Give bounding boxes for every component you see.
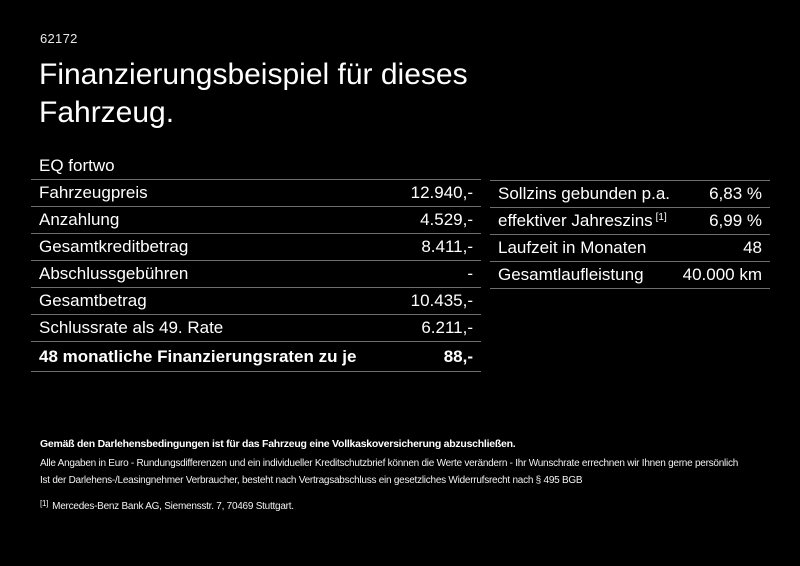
row-label: Gesamtlaufleistung [498, 265, 644, 284]
row-value: 6,83 % [709, 184, 762, 203]
row-label: Gesamtkreditbetrag [39, 237, 189, 256]
row-label: Sollzins gebunden p.a. [498, 184, 671, 203]
model-name: EQ fortwo [39, 156, 115, 175]
row-value: 12.940,- [410, 183, 473, 202]
row-value: 88,- [443, 346, 473, 366]
row-label: Anzahlung [39, 210, 120, 229]
footnote-text: Mercedes-Benz Bank AG, Siemensstr. 7, 70… [52, 501, 294, 512]
row-label: Fahrzeugpreis [39, 183, 148, 202]
finance-table: EQ fortwo Fahrzeugpreis 12.940,- Anzahlu… [31, 153, 481, 372]
table-row: Abschlussgebühren - [31, 261, 481, 288]
row-value: 10.435,- [410, 291, 473, 310]
row-label: Laufzeit in Monaten [498, 238, 647, 257]
row-value: 8.411,- [421, 237, 473, 256]
row-label: Schlussrate als 49. Rate [39, 318, 224, 337]
row-label: Gesamtbetrag [39, 291, 147, 310]
table-row: Sollzins gebunden p.a. 6,83 % [490, 181, 770, 208]
table-row: Gesamtbetrag 10.435,- [31, 288, 481, 315]
table-row: Laufzeit in Monaten 48 [490, 235, 770, 262]
row-label: effektiver Jahreszins [1] [498, 211, 667, 230]
table-row: effektiver Jahreszins [1] 6,99 % [490, 208, 770, 235]
reference-number: 62172 [40, 31, 78, 46]
table-row: Gesamtkreditbetrag 8.411,- [31, 234, 481, 261]
monthly-rate-row: 48 monatliche Finanzierungsraten zu je 8… [31, 342, 481, 372]
legal-line-disclaimer: Alle Angaben in Euro - Rundungsdifferenz… [40, 458, 739, 469]
row-value: - [467, 264, 473, 283]
row-label: Abschlussgebühren [39, 264, 189, 283]
table-row: Anzahlung 4.529,- [31, 207, 481, 234]
table-row: Fahrzeugpreis 12.940,- [31, 180, 481, 207]
legal-footer: Gemäß den Darlehensbedingungen ist für d… [40, 438, 800, 512]
row-value: 4.529,- [420, 210, 473, 229]
table-row: Schlussrate als 49. Rate 6.211,- [31, 315, 481, 342]
footnote-bank: [1] Mercedes-Benz Bank AG, Siemensstr. 7,… [40, 499, 800, 512]
table-row: Gesamtlaufleistung 40.000 km [490, 262, 770, 289]
row-label: 48 monatliche Finanzierungsraten zu je [39, 346, 357, 366]
conditions-table: Sollzins gebunden p.a. 6,83 % effektiver… [490, 180, 770, 289]
page-title: Finanzierungsbeispiel für dieses Fahrzeu… [39, 58, 468, 129]
row-value: 48 [743, 238, 762, 257]
legal-line-insurance: Gemäß den Darlehensbedingungen ist für d… [40, 438, 516, 450]
legal-line-withdrawal: Ist der Darlehens-/Leasingnehmer Verbrau… [40, 475, 583, 486]
footnote-marker: [1] [40, 499, 49, 508]
row-value: 6.211,- [421, 318, 473, 337]
model-row: EQ fortwo [31, 153, 481, 180]
row-value: 6,99 % [709, 211, 762, 230]
footnote-marker: [1] [655, 212, 667, 223]
row-value: 40.000 km [682, 265, 762, 284]
